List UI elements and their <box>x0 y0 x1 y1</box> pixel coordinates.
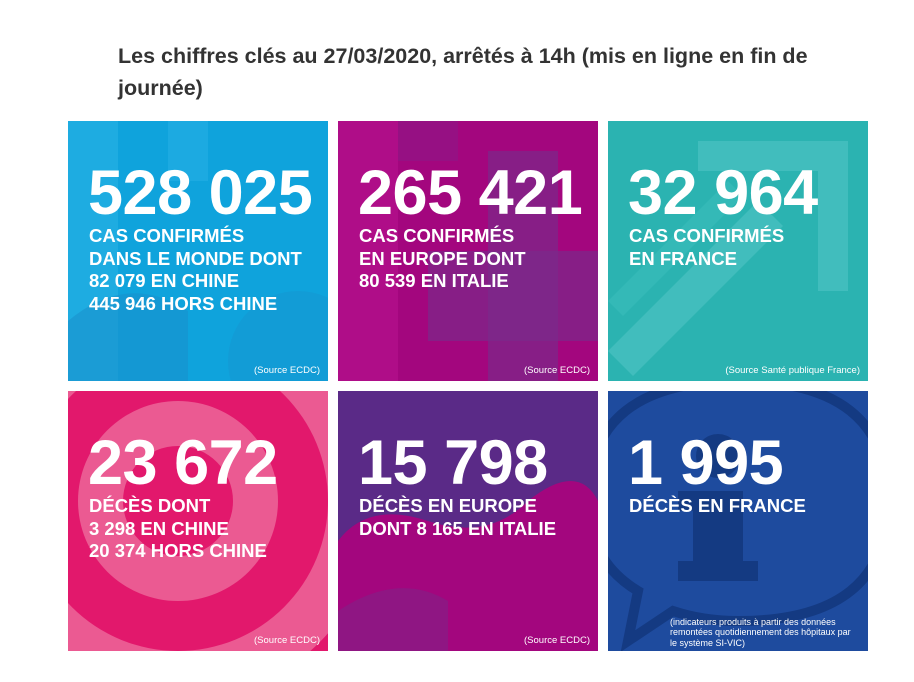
label-line: CAS CONFIRMÉS <box>359 225 515 246</box>
tile-world-cases: 528 025 CAS CONFIRMÉS DANS LE MONDE DONT… <box>68 121 328 381</box>
label-line: DÉCÈS DONT <box>89 495 211 516</box>
france-deaths-label: DÉCÈS EN FRANCE <box>629 495 806 518</box>
tile-france-deaths: 1 995 DÉCÈS EN FRANCE (indicateurs produ… <box>608 391 868 651</box>
source-note: (Source ECDC) <box>524 635 590 646</box>
world-cases-label: CAS CONFIRMÉS DANS LE MONDE DONT 82 079 … <box>89 225 302 315</box>
label-line: EN FRANCE <box>629 247 737 269</box>
key-figures-grid: 528 025 CAS CONFIRMÉS DANS LE MONDE DONT… <box>68 121 868 651</box>
info-bubble-icon <box>608 391 868 651</box>
label-line: DONT 8 165 EN ITALIE <box>359 517 557 539</box>
source-note: (Source ECDC) <box>254 365 320 376</box>
world-deaths-number: 23 672 <box>88 428 278 498</box>
label-line: CAS CONFIRMÉS <box>89 225 245 246</box>
world-deaths-label: DÉCÈS DONT 3 298 EN CHINE 20 374 HORS CH… <box>89 495 267 563</box>
label-line: DANS LE MONDE DONT <box>89 247 302 269</box>
label-line: DÉCÈS EN FRANCE <box>629 495 806 516</box>
label-line: EN EUROPE DONT <box>359 247 526 269</box>
concentric-circles-icon <box>68 391 328 651</box>
source-note: (indicateurs produits à partir des donné… <box>670 616 851 648</box>
label-line: 20 374 HORS CHINE <box>89 540 267 561</box>
label-line: 3 298 EN CHINE <box>89 517 229 539</box>
label-line: 82 079 EN CHINE <box>89 270 240 291</box>
tile-europe-deaths: 15 798 DÉCÈS EN EUROPE DONT 8 165 EN ITA… <box>338 391 598 651</box>
source-note: (Source Santé publique France) <box>725 365 860 376</box>
france-cases-number: 32 964 <box>628 158 818 228</box>
page-title: Les chiffres clés au 27/03/2020, arrêtés… <box>118 44 808 100</box>
speech-bubble-icon <box>338 481 598 651</box>
france-cases-label: CAS CONFIRMÉS EN FRANCE <box>629 225 784 270</box>
europe-cases-label: CAS CONFIRMÉS EN EUROPE DONT 80 539 EN I… <box>359 225 526 293</box>
label-line: 80 539 EN ITALIE <box>359 270 509 291</box>
europe-cases-number: 265 421 <box>358 158 583 228</box>
source-note: (Source ECDC) <box>524 365 590 376</box>
decorative-background-icon <box>68 121 328 381</box>
source-note: (Source ECDC) <box>254 635 320 646</box>
label-line: 445 946 HORS CHINE <box>89 292 278 314</box>
tile-europe-cases: 265 421 CAS CONFIRMÉS EN EUROPE DONT 80 … <box>338 121 598 381</box>
tile-france-cases: 32 964 CAS CONFIRMÉS EN FRANCE (Source S… <box>608 121 868 381</box>
label-line: CAS CONFIRMÉS <box>629 225 785 246</box>
plus-shape-icon <box>338 121 598 381</box>
europe-deaths-number: 15 798 <box>358 428 548 498</box>
france-deaths-number: 1 995 <box>628 428 784 498</box>
europe-deaths-label: DÉCÈS EN EUROPE DONT 8 165 EN ITALIE <box>359 495 556 540</box>
arrow-up-right-icon <box>608 141 848 376</box>
tile-world-deaths: 23 672 DÉCÈS DONT 3 298 EN CHINE 20 374 … <box>68 391 328 651</box>
world-cases-number: 528 025 <box>88 158 313 228</box>
label-line: DÉCÈS EN EUROPE <box>359 495 537 516</box>
